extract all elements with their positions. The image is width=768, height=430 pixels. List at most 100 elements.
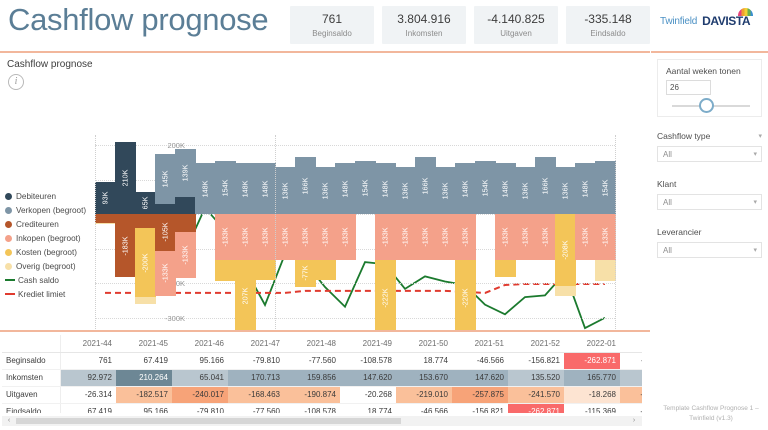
table-column-header[interactable]: 2021-45	[116, 335, 172, 353]
table-cell[interactable]: 147.620	[452, 369, 508, 387]
bar-group[interactable]: 148K -133K 207K	[234, 135, 256, 353]
bar-group[interactable]: 136K -133K	[314, 135, 336, 335]
legend-item-inkopen-begroot[interactable]: Inkopen (begroot)	[5, 231, 86, 245]
bar-segment[interactable]: 154K	[214, 161, 236, 215]
bar-group[interactable]: 136K -133K	[394, 135, 416, 335]
bar-segment[interactable]: -133K	[294, 214, 316, 261]
bar-segment[interactable]: 148K	[234, 163, 256, 215]
table-cell[interactable]: -108.578	[284, 403, 340, 413]
table-cell[interactable]: -79.810	[172, 403, 228, 413]
table-cell[interactable]: 170.713	[228, 369, 284, 387]
scroll-right-arrow[interactable]: ›	[632, 417, 636, 424]
bar-segment[interactable]	[554, 286, 576, 297]
table-row[interactable]: Uitgaven -26.314 -182.517 -240.017 -168.463-…	[2, 386, 642, 404]
bar-segment[interactable]: -208K	[554, 214, 576, 287]
table-cell[interactable]: -156.821	[508, 352, 564, 370]
table-cell[interactable]: -262.871	[564, 352, 620, 370]
table-cell[interactable]: -46.566	[452, 352, 508, 370]
bar-group[interactable]: 148K -133K -222K	[374, 135, 396, 337]
bar-segment[interactable]: -133K	[254, 214, 276, 261]
bar-segment[interactable]: 154K	[354, 161, 376, 215]
bar-group[interactable]: 136K -133K	[274, 135, 296, 335]
bar-segment[interactable]: 136K	[314, 167, 336, 215]
bar-segment[interactable]: -133K	[274, 214, 296, 261]
bar-group[interactable]: 154K -133K	[214, 135, 236, 335]
bar-segment[interactable]: -105K	[154, 214, 176, 251]
legend-item-crediteuren[interactable]: Crediteuren	[5, 217, 86, 231]
bar-group[interactable]: 148K -133K	[574, 135, 596, 335]
bar-segment[interactable]: 148K	[374, 163, 396, 215]
table-column-header[interactable]: 2022-01	[564, 335, 620, 353]
table-cell[interactable]: -182.517	[116, 386, 172, 404]
bar-group[interactable]: 210K -183K	[114, 135, 136, 335]
bar-group[interactable]: 148K -133K	[494, 135, 516, 335]
bar-segment[interactable]: -133K	[394, 214, 416, 261]
table-cell[interactable]: -257.875	[452, 386, 508, 404]
bar-group[interactable]: 139K -133K	[174, 135, 196, 335]
chevron-down-icon[interactable]: ▾	[758, 133, 762, 140]
bar-group[interactable]: 136K -208K	[554, 135, 576, 335]
bar-segment[interactable]: -133K	[214, 214, 236, 261]
bar-segment[interactable]: 210K	[114, 141, 136, 215]
bar-group[interactable]: 166K -133K	[414, 135, 436, 335]
table-cell[interactable]: -26.314	[60, 386, 116, 404]
bar-group[interactable]: 154K	[474, 135, 496, 335]
kpi-card-uitgaven[interactable]: -4.140.825 Uitgaven	[474, 6, 558, 44]
bar-segment[interactable]: -222K	[374, 260, 396, 337]
bar-segment[interactable]	[254, 260, 276, 281]
table-cell[interactable]: -156.821	[452, 403, 508, 413]
table-cell[interactable]: -168.463	[228, 386, 284, 404]
filter-select[interactable]: All ▾	[657, 242, 762, 258]
bar-segment[interactable]: 139K	[174, 148, 196, 197]
table-column-header[interactable]: 2021-52	[508, 335, 564, 353]
table-column-header[interactable]: 2022-02	[620, 335, 642, 353]
table-cell[interactable]: 92.972	[60, 369, 116, 387]
table-cell[interactable]: -240.017	[172, 386, 228, 404]
table-cell[interactable]: -77.560	[284, 352, 340, 370]
filter-select[interactable]: All ▾	[657, 194, 762, 210]
bar-group[interactable]: 145K -105K -133K	[154, 135, 176, 335]
table-cell[interactable]: 135.520	[508, 369, 564, 387]
table-cell[interactable]: 159.856	[284, 369, 340, 387]
legend-item-kosten-begroot[interactable]: Kosten (begroot)	[5, 245, 86, 259]
bar-segment[interactable]: 136K	[514, 167, 536, 215]
table-cell[interactable]: 95.166	[172, 352, 228, 370]
table-column-header[interactable]: 2021-44	[60, 335, 116, 353]
bar-group[interactable]: 166K -133K -77K	[294, 135, 316, 335]
table-cell[interactable]: -20.268	[340, 386, 396, 404]
table-cell[interactable]: 153.670	[396, 369, 452, 387]
bar-segment[interactable]: 207K	[234, 260, 256, 332]
bar-segment[interactable]: 148K	[194, 163, 216, 215]
bar-segment[interactable]: -200K	[134, 228, 156, 298]
table-column-header[interactable]: 2021-48	[284, 335, 340, 353]
table-cell[interactable]: -18.268	[564, 386, 620, 404]
table-cell[interactable]: -77.560	[228, 403, 284, 413]
bar-segment[interactable]: 65K	[134, 191, 156, 215]
table-cell[interactable]: 67.419	[60, 403, 116, 413]
bar-segment[interactable]	[134, 214, 156, 229]
table-cell[interactable]: 18.774	[396, 352, 452, 370]
bar-segment[interactable]	[134, 297, 156, 304]
bar-segment[interactable]: -133K	[514, 214, 536, 261]
bar-segment[interactable]: -133K	[574, 214, 596, 261]
table-cell[interactable]: 147.620	[340, 369, 396, 387]
bar-segment[interactable]: 145K	[154, 153, 176, 204]
table-row[interactable]: Eindsaldo 67.419 95.166 -79.810 -77.560 -108.…	[2, 403, 642, 413]
legend-item-cash-saldo[interactable]: Cash saldo	[5, 273, 86, 287]
table-cell[interactable]: 165.770	[564, 369, 620, 387]
bar-group[interactable]: 148K -133K	[334, 135, 356, 335]
bar-segment[interactable]: 136K	[554, 167, 576, 215]
table-cell[interactable]: 210.264	[116, 369, 172, 387]
info-icon[interactable]: i	[8, 74, 24, 90]
bar-segment[interactable]	[594, 260, 616, 281]
table-cell[interactable]: 761	[60, 352, 116, 370]
bar-segment[interactable]: 136K	[274, 167, 296, 215]
bar-segment[interactable]: -133K	[234, 214, 256, 261]
bar-segment[interactable]	[214, 260, 236, 282]
bar-segment[interactable]: 148K	[254, 163, 276, 215]
bar-group[interactable]: 154K	[354, 135, 376, 335]
table-row[interactable]: Beginsaldo 761 67.419 95.166 -79.810 -77.560-…	[2, 352, 642, 370]
table-cell[interactable]: -108.578	[340, 352, 396, 370]
bar-group[interactable]: 65K -200K	[134, 135, 156, 335]
table-cell[interactable]: 65.041	[172, 369, 228, 387]
